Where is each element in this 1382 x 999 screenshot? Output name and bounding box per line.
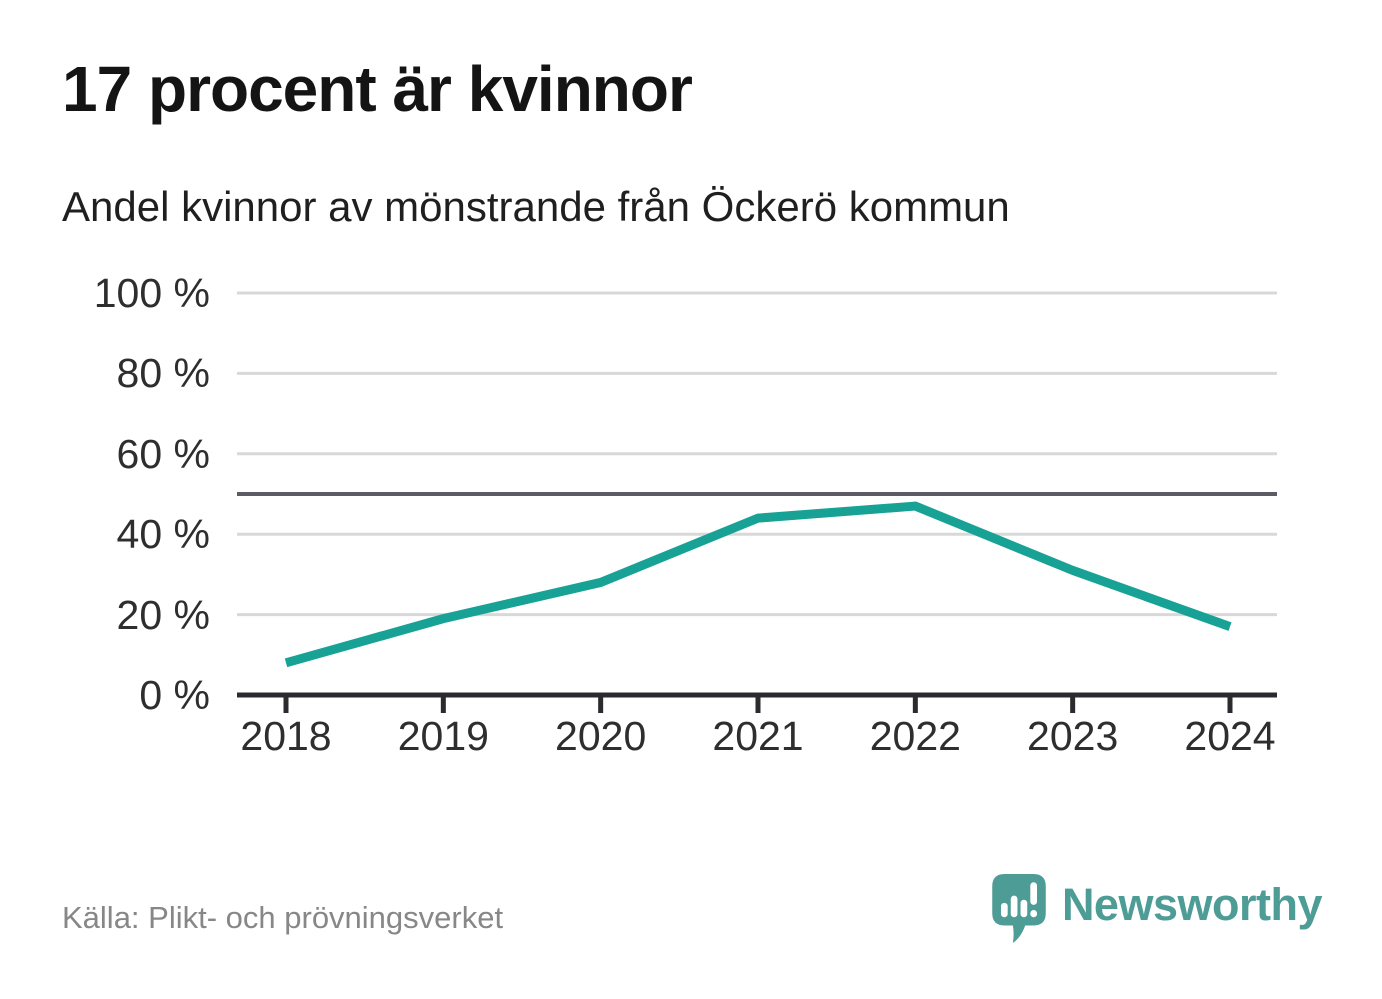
y-axis-label: 100 % — [93, 270, 210, 316]
source-note: Källa: Plikt- och prövningsverket — [62, 900, 504, 935]
chart-subtitle: Andel kvinnor av mönstrande från Öckerö … — [62, 183, 1010, 230]
data-line — [284, 501, 1232, 668]
plot-area — [237, 291, 1277, 713]
y-axis-label: 0 % — [139, 672, 210, 718]
x-axis-label: 2024 — [1184, 713, 1276, 759]
y-axis-label: 80 % — [116, 350, 210, 397]
y-axis-label: 60 % — [116, 430, 210, 477]
x-axis-label: 2019 — [397, 713, 489, 759]
x-axis-label: 2022 — [869, 713, 961, 759]
x-axis-label: 2023 — [1027, 713, 1119, 759]
x-axis-label: 2021 — [712, 713, 804, 759]
y-axis-label: 20 % — [116, 591, 210, 638]
chart-title: 17 procent är kvinnor — [62, 53, 693, 125]
newsworthy-logo-text: Newsworthy — [1061, 879, 1323, 930]
newsworthy-speech-bubble-barchart-icon — [992, 874, 1046, 943]
x-axis-label: 2020 — [555, 713, 647, 759]
x-axis-label: 2018 — [240, 713, 332, 759]
y-axis-label: 40 % — [116, 511, 210, 558]
newsworthy-logo: Newsworthy — [992, 874, 1323, 944]
